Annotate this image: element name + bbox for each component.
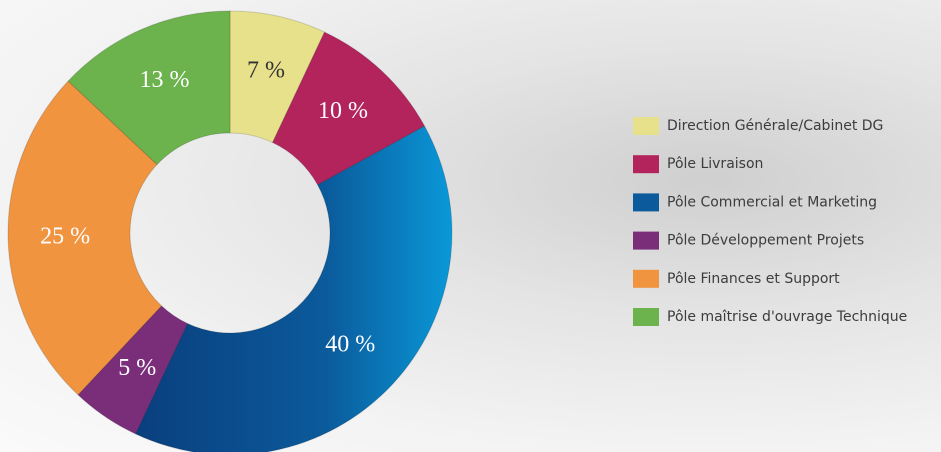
legend-label: Direction Générale/Cabinet DG	[667, 118, 883, 134]
value-label: 40 %	[325, 331, 375, 357]
chart: 7 % 10 % 40 % 5 % 25 % 13 % Direction Générale…	[0, 0, 941, 452]
value-label: 10 %	[318, 98, 368, 124]
value-label: 25 %	[40, 224, 90, 250]
legend-swatch	[633, 308, 659, 326]
legend-label: Pôle Commercial et Marketing	[667, 194, 877, 210]
legend-label: Pôle maîtrise d'ouvrage Technique	[667, 309, 907, 325]
legend-swatch	[633, 155, 659, 173]
value-label: 7 %	[247, 57, 285, 83]
legend-label: Pôle Livraison	[667, 156, 763, 172]
legend-swatch	[633, 270, 659, 288]
legend-swatch	[633, 117, 659, 135]
value-label: 5 %	[118, 355, 156, 381]
legend-label: Pôle Développement Projets	[667, 233, 864, 249]
value-label: 13 %	[139, 67, 189, 93]
page: 7 % 10 % 40 % 5 % 25 % 13 % Direction Générale…	[0, 0, 941, 452]
slice	[135, 126, 452, 452]
legend-swatch	[633, 193, 659, 211]
legend-swatch	[633, 232, 659, 250]
legend-label: Pôle Finances et Support	[667, 271, 840, 287]
